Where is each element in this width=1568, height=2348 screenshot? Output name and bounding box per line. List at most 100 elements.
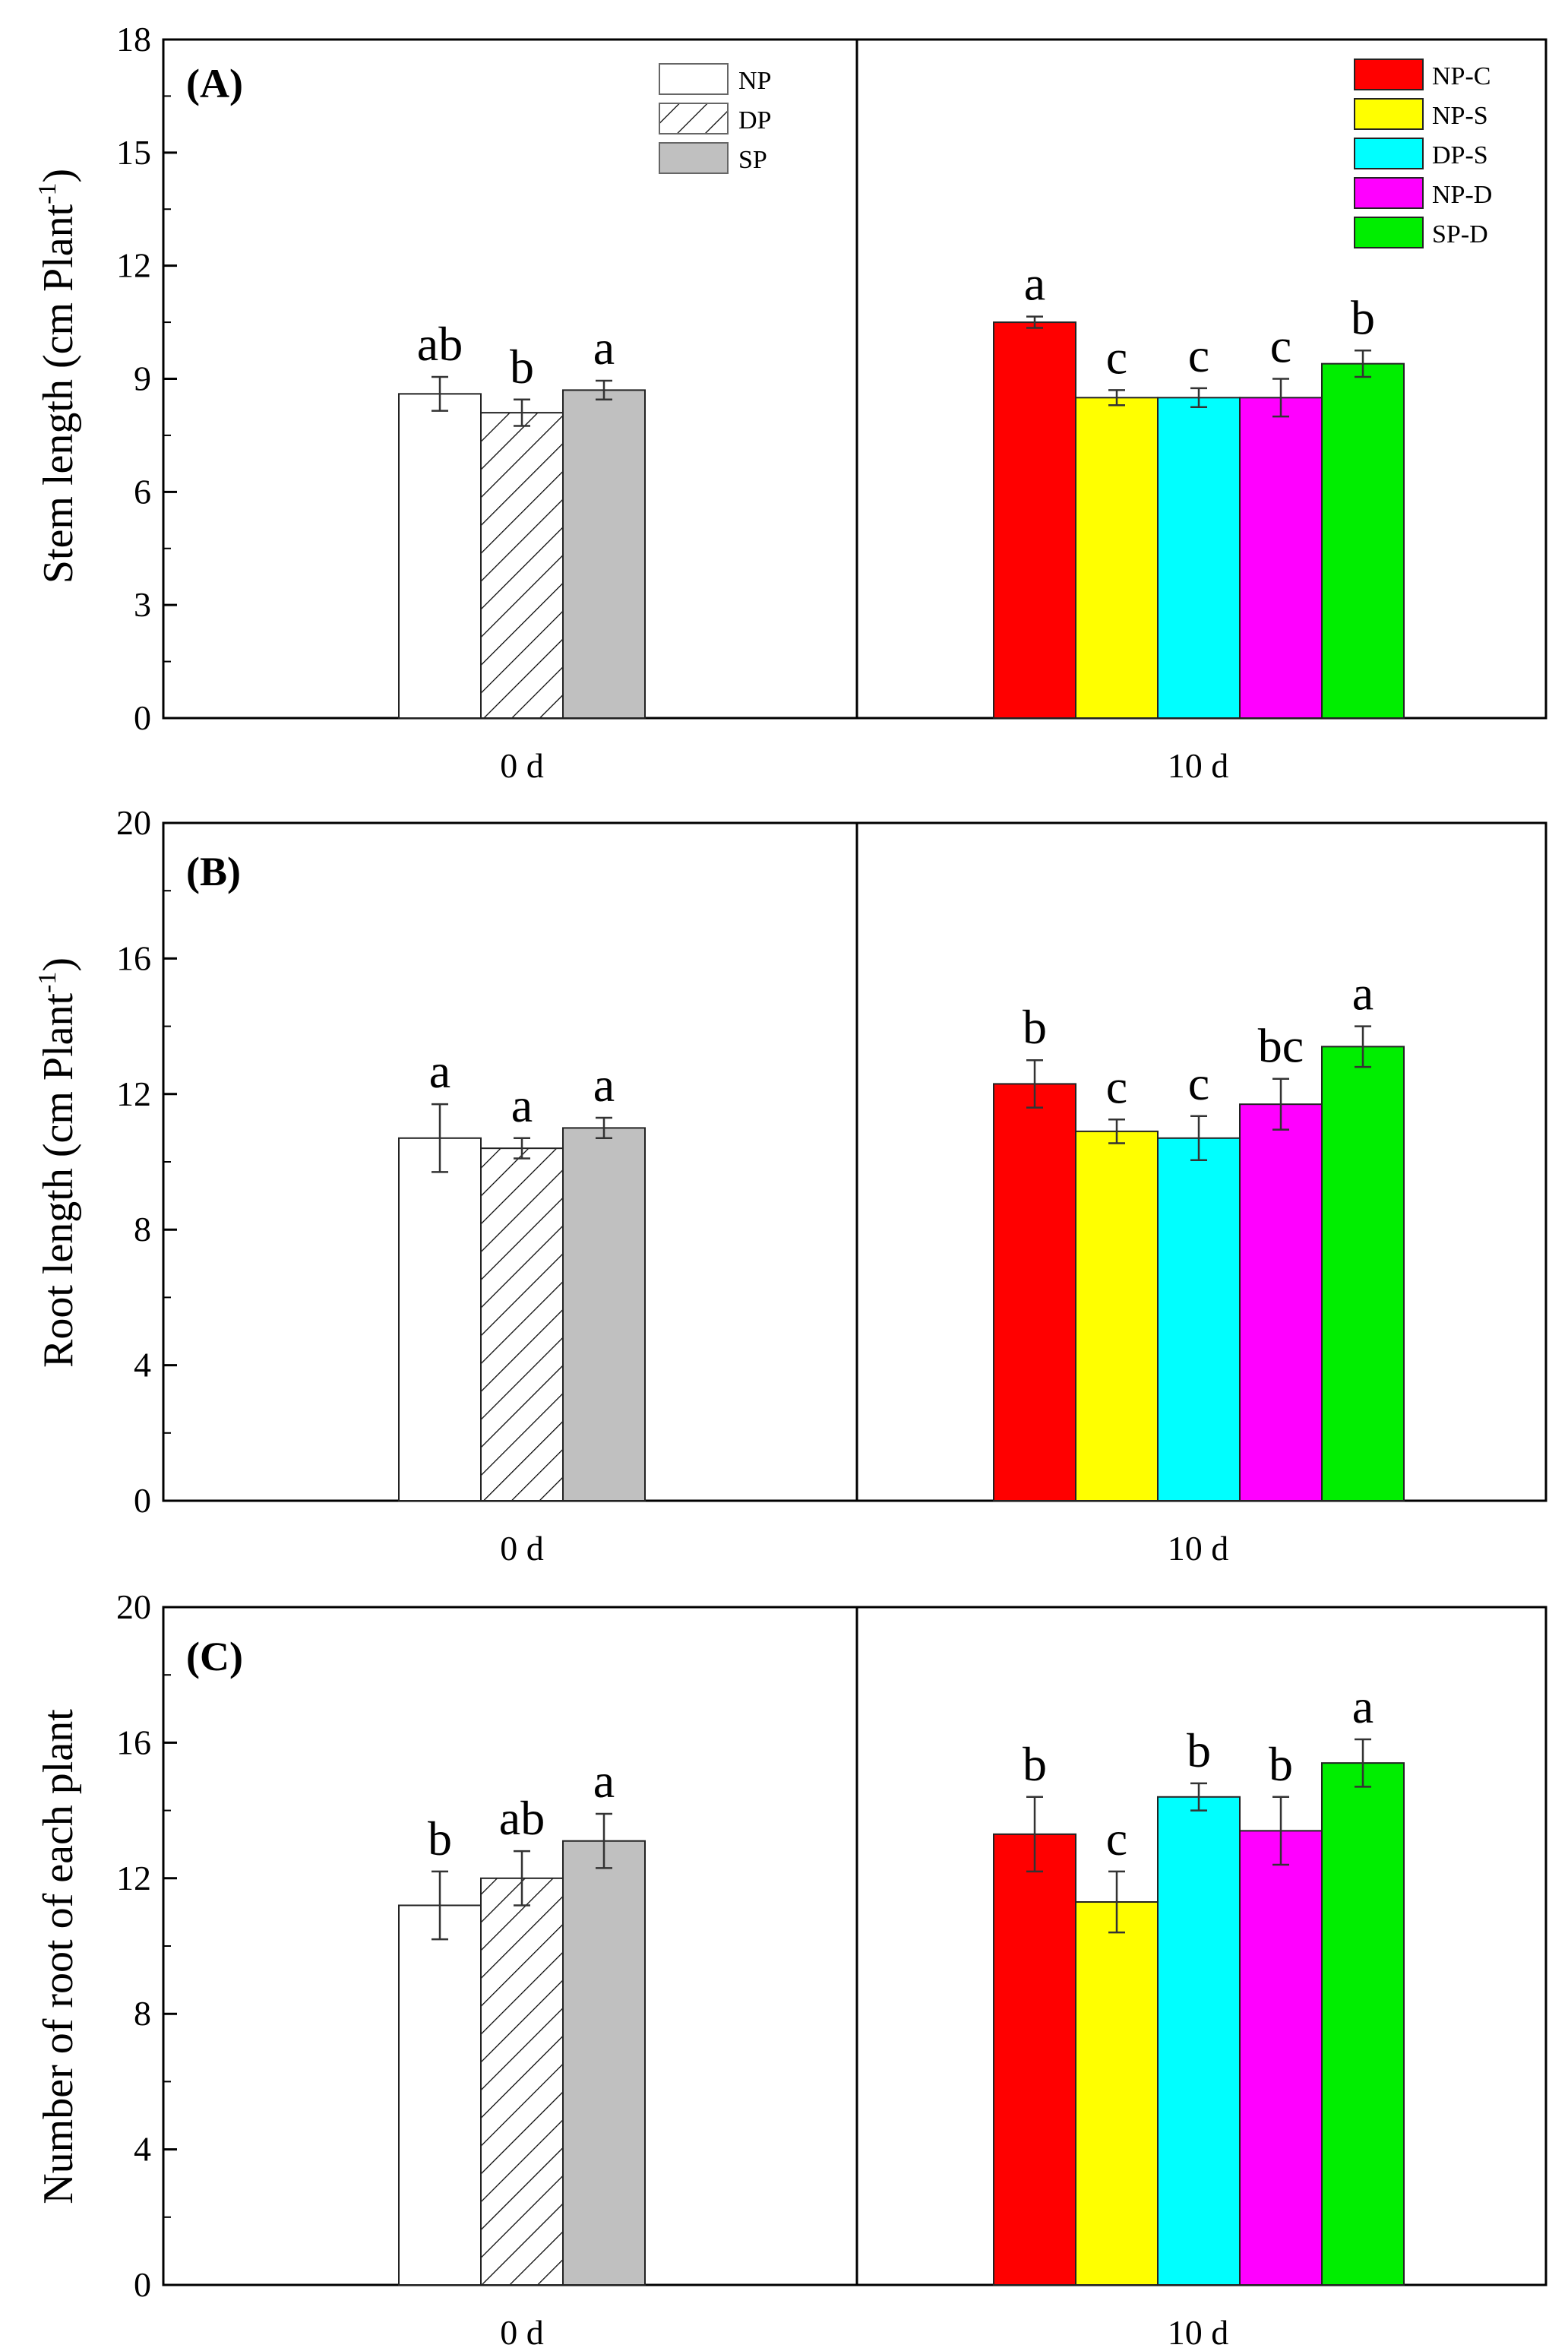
significance-label-np-d: c xyxy=(1270,319,1291,373)
bar-np-s xyxy=(1075,1130,1159,1502)
legend-label-dp: DP xyxy=(738,106,771,134)
y-tick-label: 12 xyxy=(116,1859,151,1897)
significance-label-sp: a xyxy=(593,321,615,375)
x-tick-label: 0 d xyxy=(500,1529,544,1568)
x-tick-label: 10 d xyxy=(1168,1529,1229,1568)
significance-label-np: ab xyxy=(417,317,463,371)
y-tick-label: 12 xyxy=(116,1074,151,1113)
y-tick-label: 16 xyxy=(116,1723,151,1761)
bar-np xyxy=(398,1904,482,2286)
legend-label-sp-d: SP-D xyxy=(1432,220,1488,248)
bar-dp xyxy=(480,1877,564,2286)
significance-label-np-d: b xyxy=(1269,1737,1293,1791)
bar-np-s xyxy=(1075,397,1159,719)
significance-label-dp: a xyxy=(511,1078,533,1132)
significance-label-np-c: b xyxy=(1023,1000,1047,1054)
y-axis-label: Number of root of each plant xyxy=(35,1709,82,2204)
bar-sp xyxy=(562,1840,646,2286)
bar-np-d xyxy=(1239,1830,1323,2286)
significance-label-sp-d: a xyxy=(1352,967,1374,1021)
y-tick-label: 8 xyxy=(134,1994,151,2033)
significance-label-np-c: b xyxy=(1023,1737,1047,1791)
legend-swatch-dp-s xyxy=(1354,138,1424,169)
bar-dp xyxy=(480,412,564,720)
legend-label-np-s: NP-S xyxy=(1432,102,1488,130)
bar-np-s xyxy=(1075,1901,1159,2286)
y-tick-label: 20 xyxy=(116,803,151,842)
significance-label-np: a xyxy=(429,1044,450,1098)
panel-label: (C) xyxy=(186,1634,243,1679)
bar-np-c xyxy=(993,321,1076,720)
y-tick-label: 20 xyxy=(116,1587,151,1626)
legend-swatch-np-s xyxy=(1354,98,1424,130)
bar-np-c xyxy=(993,1833,1076,2286)
significance-label-dp: b xyxy=(510,340,534,394)
significance-label-dp-s: c xyxy=(1188,328,1209,382)
x-tick-label: 10 d xyxy=(1168,746,1229,785)
significance-label-np-c: a xyxy=(1024,257,1045,311)
panel-b: Root length (cm Plant-1) (B) 0 4 8 12 16 20 0 … xyxy=(33,803,1547,1568)
bar-np xyxy=(398,393,482,719)
legend-swatch-sp-d xyxy=(1354,217,1424,248)
bar-dp-s xyxy=(1157,397,1241,719)
bar-sp xyxy=(562,1127,646,1502)
significance-label-np-s: c xyxy=(1106,330,1127,384)
y-tick-label: 0 xyxy=(134,698,151,737)
y-tick-label: 18 xyxy=(116,20,151,59)
significance-label-np-s: c xyxy=(1106,1812,1127,1865)
y-axis-label: Root length (cm Plant-1) xyxy=(33,957,82,1368)
y-tick-label: 12 xyxy=(116,246,151,285)
y-tick-label: 0 xyxy=(134,1481,151,1520)
significance-label-np-s: c xyxy=(1106,1059,1127,1113)
legend-right: NP-C NP-S DP-S NP-D SP-D xyxy=(1354,59,1492,248)
legend-label-dp-s: DP-S xyxy=(1432,141,1488,169)
significance-label-sp-d: a xyxy=(1352,1679,1374,1733)
y-tick-label: 4 xyxy=(134,1346,151,1384)
panel-label: (B) xyxy=(186,849,241,894)
legend-left: NP DP SP xyxy=(659,63,771,174)
bar-dp-s xyxy=(1157,1137,1241,1502)
y-axis-label: Stem length (cm Plant-1) xyxy=(33,169,82,584)
y-tick-label: 6 xyxy=(134,472,151,511)
y-tick-label: 9 xyxy=(134,359,151,398)
legend-swatch-dp xyxy=(659,103,729,134)
legend-swatch-np xyxy=(659,63,729,95)
significance-label-dp-s: c xyxy=(1188,1056,1209,1110)
significance-label-dp-s: b xyxy=(1187,1723,1211,1777)
panel-label: (A) xyxy=(186,61,243,106)
legend-label-np-c: NP-C xyxy=(1432,62,1491,90)
significance-label-sp-d: b xyxy=(1351,290,1375,344)
bar-dp xyxy=(480,1147,564,1502)
x-tick-label: 0 d xyxy=(500,746,544,785)
panel-a: Stem length (cm Plant-1) (A) NP DP SP NP… xyxy=(33,20,1547,785)
bar-sp-d xyxy=(1321,362,1405,719)
bar-np-c xyxy=(993,1083,1076,1502)
x-tick-label: 0 d xyxy=(500,2313,544,2348)
y-tick-label: 15 xyxy=(116,133,151,172)
y-tick-label: 0 xyxy=(134,2265,151,2304)
bar-np xyxy=(398,1137,482,1502)
legend-swatch-sp xyxy=(659,142,729,174)
y-tick-label: 8 xyxy=(134,1210,151,1248)
y-tick-label: 4 xyxy=(134,2130,151,2169)
legend-label-np-d: NP-D xyxy=(1432,181,1492,209)
legend-label-np: NP xyxy=(738,67,771,95)
significance-label-np-d: bc xyxy=(1258,1019,1304,1073)
bar-sp xyxy=(562,389,646,720)
legend-swatch-np-d xyxy=(1354,177,1424,209)
panel-c: Number of root of each plant (C) 0 4 8 12 16… xyxy=(35,1587,1547,2348)
bar-np-d xyxy=(1239,1103,1323,1502)
significance-label-sp: a xyxy=(593,1754,615,1808)
significance-label-dp: ab xyxy=(499,1791,545,1845)
y-tick-label: 3 xyxy=(134,585,151,624)
legend-swatch-np-c xyxy=(1354,59,1424,90)
y-tick-label: 16 xyxy=(116,938,151,977)
legend-label-sp: SP xyxy=(738,146,767,174)
bar-dp-s xyxy=(1157,1796,1241,2286)
bar-sp-d xyxy=(1321,1046,1405,1502)
significance-label-sp: a xyxy=(593,1058,615,1112)
significance-label-np: b xyxy=(428,1812,452,1865)
x-tick-label: 10 d xyxy=(1168,2313,1229,2348)
bar-sp-d xyxy=(1321,1762,1405,2286)
bar-np-d xyxy=(1239,397,1323,719)
